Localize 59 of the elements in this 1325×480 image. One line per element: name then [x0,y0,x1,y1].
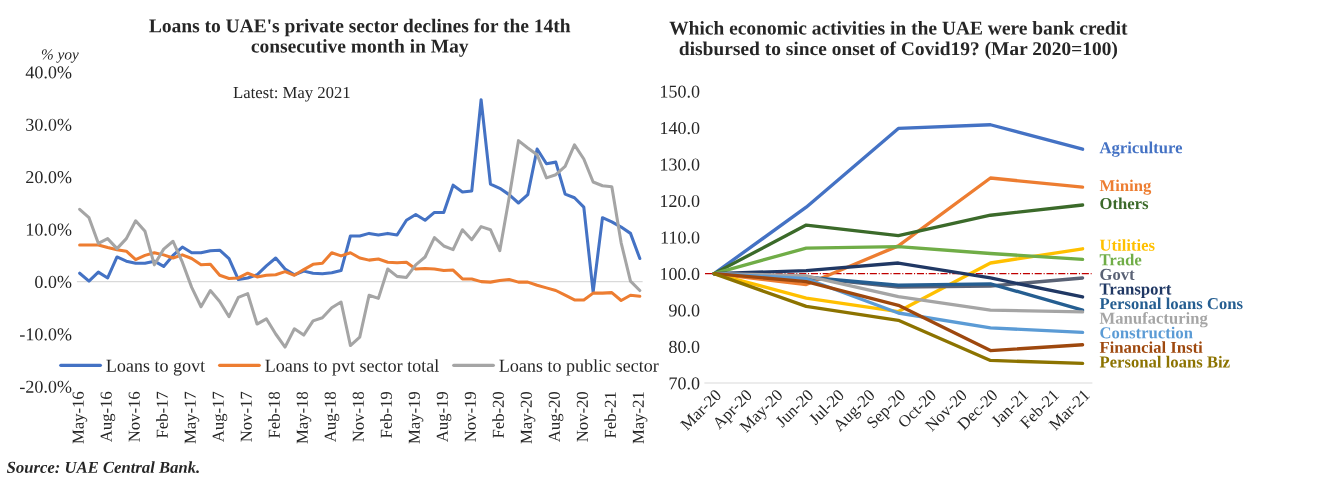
x-tick-label: Aug-16 [100,391,116,443]
series-label: Financial Insti [1099,341,1203,353]
series-label: Utilities [1099,239,1155,251]
x-tick-label: May-21 [632,392,648,444]
legend-label: Loans to public sector [499,359,659,376]
y-tick-label: 130.0 [661,158,700,171]
x-tick-label: Nov-17 [240,391,252,442]
series-label: Others [1100,197,1149,210]
x-tick-label: Feb-19 [380,391,392,438]
y-tick-label: 30.0% [26,118,72,131]
y-tick-label: 150.0 [661,85,700,98]
x-tick-label: Nov-16 [128,391,140,442]
series-label: Personal loans Biz [1099,355,1230,368]
x-tick-label: Nov-20 [576,391,588,442]
legend-label: Loans to govt [106,359,206,376]
x-tick-label: May-18 [296,391,312,444]
line-series [78,139,642,349]
series-label: Construction [1100,326,1193,339]
x-tick-label: Aug-18 [324,391,340,443]
y-axis-title: % yoy [41,49,79,63]
y-tick-label: 0.0% [35,275,72,289]
y-tick-label: -20.0% [20,380,72,393]
x-tick-label: Aug-20 [548,391,564,443]
series-label: Trade [1099,253,1142,266]
y-tick-label: 10.0% [26,223,72,236]
x-tick-label: Feb-20 [492,391,504,438]
line-series [78,243,642,302]
y-tick-label: 100.0 [661,267,700,281]
x-tick-label: May-20 [520,391,536,444]
x-tick-label: Feb-18 [268,391,280,438]
x-tick-label: Feb-17 [156,391,168,438]
x-tick-label: May-16 [72,391,88,444]
x-tick-label: May-17 [184,391,200,444]
series-label: Agriculture [1099,141,1183,157]
y-tick-label: 90.0 [669,304,700,317]
x-tick-label: Nov-19 [464,391,476,442]
x-tick-label: Nov-18 [352,391,364,442]
series-label: Manufacturing [1099,311,1208,328]
chart-title: Which economic activities in the UAE were bank credit disbursed to since onset of Covid19? (Mar 2020=100) [669,21,1128,60]
y-tick-label: 120.0 [661,194,700,208]
x-tick-label: Aug-19 [436,391,452,443]
y-tick-label: 40.0% [25,66,72,79]
y-tick-label: 110.0 [661,231,700,244]
series-label: Mining [1099,179,1152,195]
y-tick-label: 20.0% [26,171,72,184]
annotation: Latest: May 2021 [233,86,350,102]
chart-title: Loans to UAE's private sector declines for the 14th consecutive month in May [149,18,571,57]
x-tick-label: May-19 [408,391,424,444]
series-label: Govt [1100,268,1135,281]
series-label: Personal loans Cons [1099,297,1243,310]
x-tick-label: Feb-21 [604,392,616,438]
y-tick-label: 80.0 [669,340,700,354]
y-tick-label: 140.0 [661,121,700,135]
y-tick-label: -10.0% [20,328,72,341]
x-tick-label: Aug-17 [212,391,228,443]
legend-label: Loans to pvt sector total [265,359,439,376]
series-label: Transport [1099,283,1172,299]
y-tick-label: 70.0 [669,377,700,390]
source-note: Source: UAE Central Bank. [6,461,199,474]
